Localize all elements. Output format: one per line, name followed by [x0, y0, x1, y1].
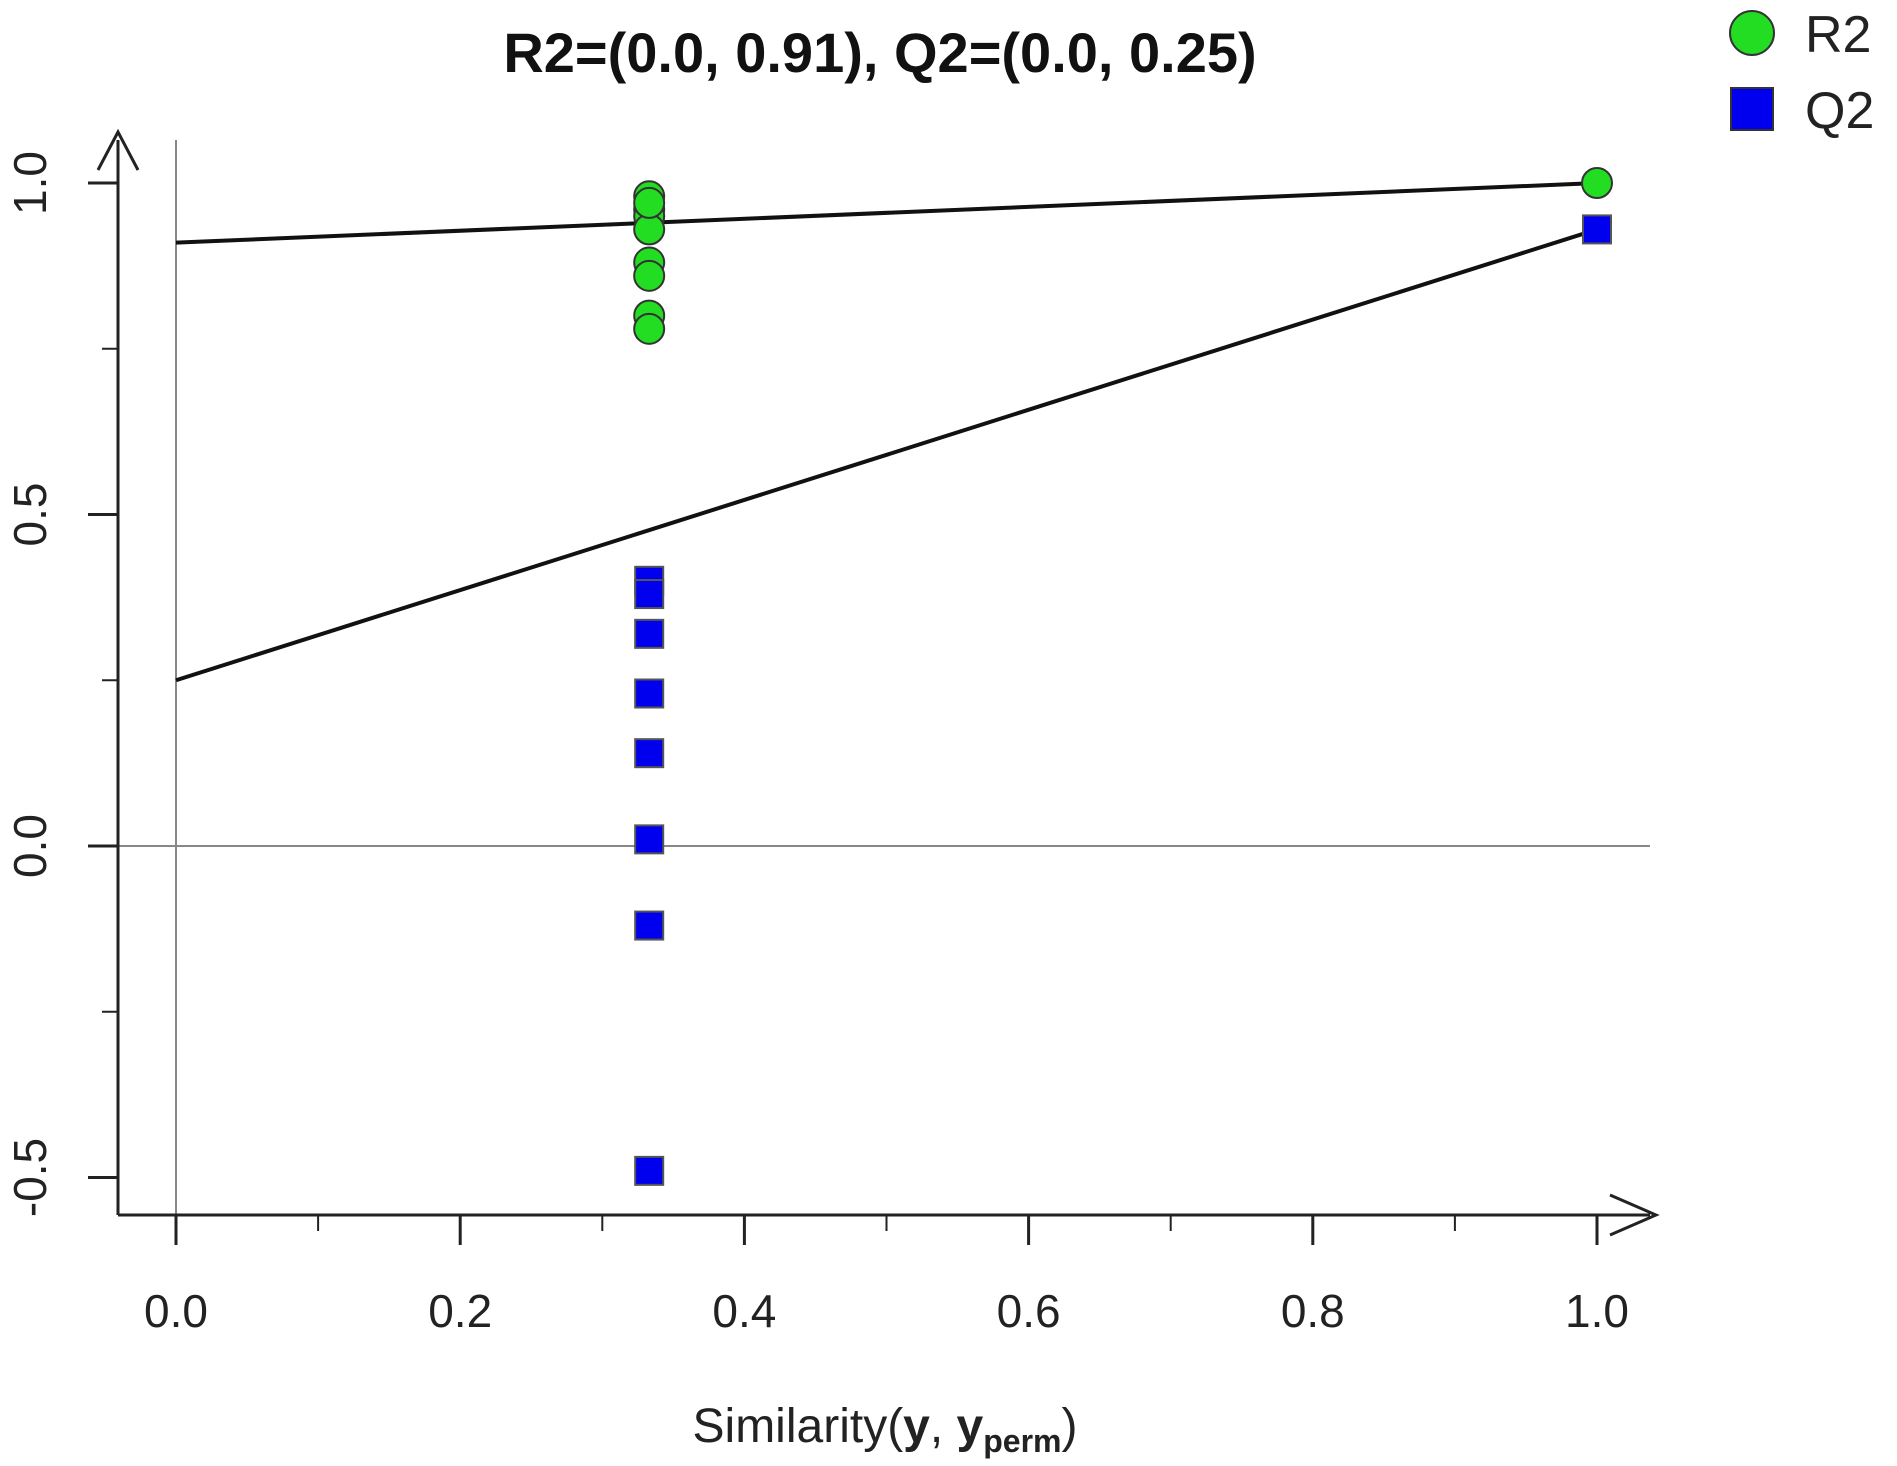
x-tick-label: 0.4 — [712, 1285, 776, 1337]
x-tick-label: 1.0 — [1565, 1285, 1629, 1337]
point-r2 — [633, 312, 666, 345]
y-tick-label: 0.5 — [4, 483, 56, 547]
point-q2 — [634, 738, 665, 769]
x-axis-ticks: 0.0 0.2 0.4 0.6 0.8 1.0 — [144, 1215, 1629, 1337]
regression-line-r2 — [175, 181, 1598, 245]
point-q2 — [634, 824, 665, 855]
legend-r2-label: R2 — [1805, 6, 1871, 64]
point-r2 — [1581, 167, 1613, 199]
legend: R2 Q2 — [1729, 6, 1874, 140]
x-tick-label: 0.0 — [144, 1285, 208, 1337]
plot-area — [118, 140, 1650, 1215]
y-tick-label: 1.0 — [4, 151, 56, 215]
y-axis-ticks: -0.5 0.0 0.5 1.0 — [4, 151, 118, 1217]
x-tick-label: 0.2 — [428, 1285, 492, 1337]
y-axis-arrow-icon — [96, 128, 140, 171]
point-q2 — [1582, 214, 1612, 245]
point-q2 — [634, 579, 665, 610]
point-q2 — [634, 618, 665, 649]
y-tick-label: -0.5 — [4, 1138, 56, 1217]
x-axis-label-prefix: Similarity( — [693, 1400, 904, 1453]
x-tick-label: 0.6 — [997, 1285, 1061, 1337]
legend-r2-marker — [1729, 10, 1775, 56]
legend-q2-marker — [1730, 87, 1774, 131]
point-r2 — [633, 259, 666, 292]
x-axis-arrow-icon — [1609, 1193, 1660, 1237]
axes: 0.0 0.2 0.4 0.6 0.8 1.0 -0.5 0.0 0.5 1.0 — [4, 128, 1660, 1337]
regression-line-q2 — [175, 227, 1598, 683]
x-axis-label-sep: , — [930, 1400, 957, 1453]
chart-title: R2=(0.0, 0.91), Q2=(0.0, 0.25) — [503, 21, 1256, 84]
x-axis-label-suffix: ) — [1062, 1400, 1078, 1453]
x-tick-label: 0.8 — [1281, 1285, 1345, 1337]
point-r2 — [633, 213, 666, 246]
legend-q2-label: Q2 — [1805, 82, 1874, 140]
point-q2 — [634, 678, 665, 709]
x-axis-label-y: y — [903, 1400, 930, 1453]
x-axis-label: Similarity(y, yperm) — [693, 1400, 1078, 1459]
point-r2 — [633, 186, 666, 219]
point-q2 — [634, 910, 665, 941]
regression-lines — [175, 181, 1598, 683]
data-points — [633, 167, 1613, 1186]
point-q2 — [634, 1155, 665, 1186]
y-tick-label: 0.0 — [4, 814, 56, 878]
x-axis-label-yperm: y — [957, 1400, 984, 1453]
x-axis-label-sub: perm — [983, 1423, 1061, 1459]
